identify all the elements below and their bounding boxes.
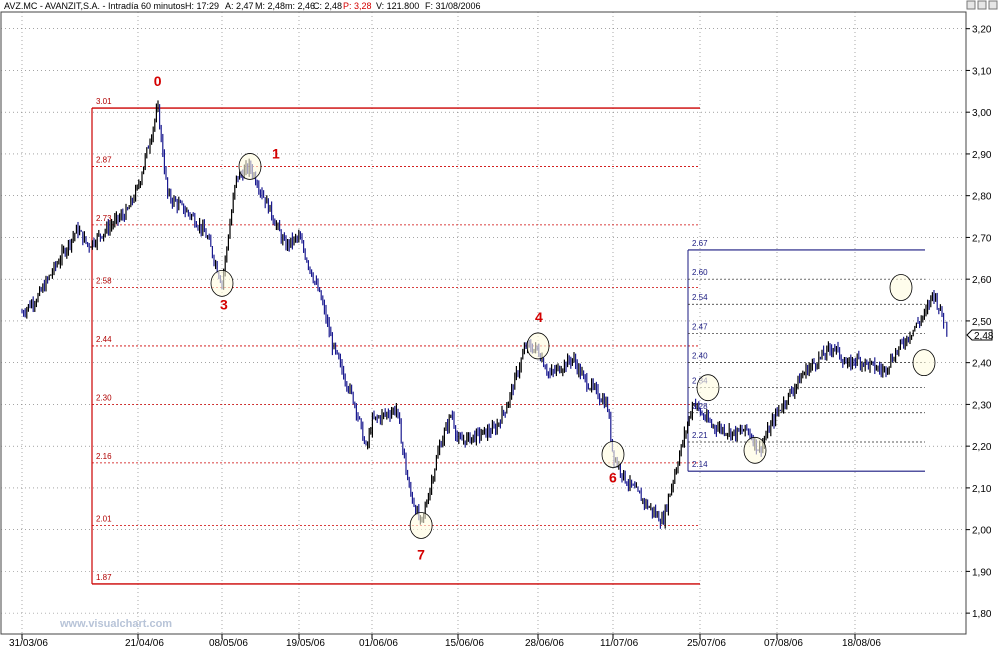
header-time: H: 17:29	[185, 1, 219, 11]
y-tick-label: 2,20	[972, 442, 992, 453]
fib-level-label: 2.67	[692, 239, 708, 248]
wave-markers: 0 1 3 4 6 7	[154, 73, 936, 562]
highlight-circle	[696, 374, 720, 402]
wave-circle	[238, 153, 262, 180]
wave-circle	[601, 441, 625, 468]
y-tick-label: 2,70	[972, 233, 992, 244]
header-open: A: 2,47	[225, 1, 254, 11]
highlight-circle	[912, 349, 936, 377]
y-tick-label: 2,60	[972, 275, 992, 286]
y-tick-label: 2,00	[972, 526, 992, 537]
scroll-down-button[interactable]	[977, 0, 987, 10]
fib-level-label: 2.47	[692, 322, 708, 331]
price-bars	[21, 100, 948, 529]
fib-level-label: 2.01	[96, 514, 112, 523]
symbol-title: AVZ.MC - AVANZIT,S.A. - Intradía 60 minu…	[4, 1, 186, 11]
fib-level-label: 1.87	[96, 573, 112, 582]
current-price-tag: 2,48	[966, 329, 994, 342]
x-tick-label: 25/07/06	[687, 638, 726, 649]
fib-level-label: 2.44	[96, 335, 112, 344]
plot-frame	[0, 11, 967, 635]
scroll-end-button[interactable]	[988, 0, 998, 10]
fib-level-label: 3.01	[96, 97, 112, 106]
window-controls	[966, 0, 998, 10]
scroll-up-button[interactable]	[966, 0, 976, 10]
y-tick-label: 3,10	[972, 66, 992, 77]
header-volume: V: 121.800	[376, 1, 419, 11]
x-tick-label: 11/07/06	[600, 638, 639, 649]
current-price-label: 2,48	[974, 331, 994, 342]
fib-level-label: 2.30	[96, 393, 112, 402]
fib-level-label: 2.60	[692, 268, 708, 277]
wave-label: 3	[220, 296, 228, 312]
x-axis: 31/03/06 21/04/06 08/05/06 19/05/06 01/06/06…	[9, 634, 881, 649]
y-tick-label: 3,20	[972, 25, 992, 36]
fib-level-label: 2.54	[692, 293, 708, 302]
header-date: F: 31/08/2006	[425, 1, 481, 11]
y-tick-label: 1,90	[972, 567, 992, 578]
y-tick-label: 2,30	[972, 400, 992, 411]
header-min: m: 2,46	[285, 1, 315, 11]
fib-level-label: 2.28	[692, 402, 708, 411]
x-tick-label: 08/05/06	[209, 638, 248, 649]
highlight-circle	[743, 436, 767, 464]
wave-circle	[210, 269, 234, 297]
y-tick-label: 1,80	[972, 609, 992, 620]
x-tick-label: 28/06/06	[525, 638, 564, 649]
x-tick-label: 21/04/06	[125, 638, 164, 649]
y-tick-label: 2,50	[972, 317, 992, 328]
y-tick-label: 2,80	[972, 192, 992, 203]
fib-level-label: 2.40	[692, 352, 708, 361]
header-percent: P: 3,28	[343, 1, 372, 11]
x-tick-label: 01/06/06	[359, 638, 398, 649]
highlight-circle	[889, 274, 913, 301]
wave-label: 0	[154, 73, 162, 89]
y-tick-label: 2,90	[972, 150, 992, 161]
wave-label: 7	[417, 546, 425, 562]
wave-label: 1	[272, 145, 280, 161]
y-tick-label: 2,40	[972, 359, 992, 370]
y-tick-label: 3,00	[972, 108, 992, 119]
x-tick-label: 19/05/06	[286, 638, 325, 649]
header-close: C: 2,48	[313, 1, 342, 11]
x-tick-label: 15/06/06	[445, 638, 484, 649]
wave-circle	[409, 512, 433, 539]
fib-level-label: 2.58	[96, 277, 112, 286]
fib-level-label: 2.87	[96, 155, 112, 164]
fibonacci-retracement-blue: 2.672.602.542.472.402.342.282.212.14	[687, 239, 925, 472]
wave-label: 4	[535, 309, 543, 325]
x-tick-label: 18/08/06	[842, 638, 881, 649]
y-axis: 1,80 1,90 2,00 2,10 2,20 2,30 2,40 2,50 2,60 2,70…	[966, 25, 992, 620]
y-tick-label: 2,10	[972, 484, 992, 495]
watermark: www.visualchart.com	[59, 618, 172, 630]
wave-circle	[526, 332, 550, 360]
fib-level-label: 2.16	[96, 452, 112, 461]
fib-level-label: 2.73	[96, 214, 112, 223]
fib-level-label: 2.21	[692, 431, 708, 440]
fib-level-label: 2.14	[692, 460, 708, 469]
x-tick-label: 07/08/06	[764, 638, 803, 649]
x-tick-label: 31/03/06	[9, 638, 48, 649]
header-max: M: 2,48	[255, 1, 285, 11]
wave-label: 6	[609, 469, 617, 485]
